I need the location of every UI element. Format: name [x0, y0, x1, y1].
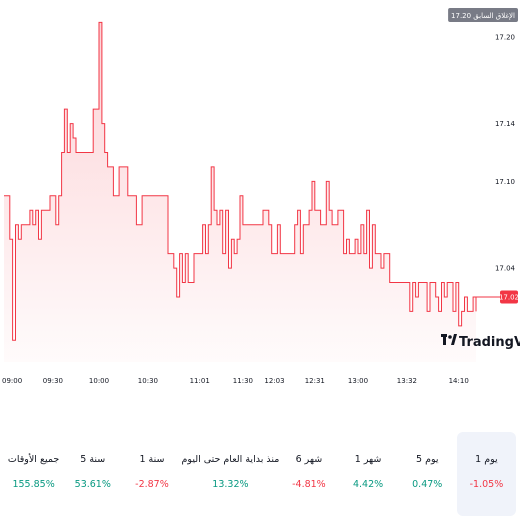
x-tick-label: 11:30: [233, 377, 253, 385]
period-tab[interactable]: جميع الأوقات 155.85%: [4, 432, 63, 516]
y-tick-label: 17.20: [495, 33, 515, 41]
tradingview-logo-icon: [441, 334, 457, 345]
period-label: منذ بداية العام حتى اليوم: [181, 454, 280, 465]
period-tab[interactable]: 5 سنة 53.61%: [63, 432, 122, 516]
period-label: 5 سنة: [80, 454, 106, 465]
period-change: -2.87%: [135, 479, 169, 490]
period-label: 1 يوم: [475, 454, 498, 465]
x-tick-label: 09:00: [2, 377, 22, 385]
period-change: -1.05%: [469, 479, 504, 490]
period-tab[interactable]: 1 شهر 4.42%: [338, 432, 397, 516]
y-tick-label: 17.04: [495, 265, 516, 273]
period-tab[interactable]: 5 يوم 0.47%: [398, 432, 457, 516]
x-tick-label: 10:30: [138, 377, 158, 385]
period-change: 53.61%: [74, 479, 111, 490]
y-axis: 17.20 17.14 17.10 17.04: [495, 33, 516, 272]
price-area: [4, 22, 476, 363]
period-tab[interactable]: 6 شهر -4.81%: [279, 432, 338, 516]
period-change: 13.32%: [212, 479, 249, 490]
x-tick-label: 13:00: [348, 377, 368, 385]
price-area-fill: [4, 22, 476, 363]
price-line: [4, 21, 477, 341]
y-tick-label: 17.14: [495, 120, 516, 128]
prev-close-badge: 17.20 الإغلاق السابق: [448, 8, 518, 22]
period-label: جميع الأوقات: [7, 454, 60, 465]
period-change: 0.47%: [412, 479, 443, 490]
x-axis: 09:00 09:30 10:00 10:30 11:01 11:30 12:03 12:31…: [2, 377, 469, 385]
period-label: 5 يوم: [415, 454, 439, 465]
price-chart[interactable]: 17.20 17.14 17.10 17.04 09:00 09:30 10:00 10:3…: [0, 0, 520, 395]
x-tick-label: 09:30: [43, 377, 63, 385]
last-price-badge: 17.02: [474, 290, 519, 304]
prev-close-badge-text: 17.20 الإغلاق السابق: [451, 12, 515, 20]
period-change: 4.42%: [352, 479, 384, 490]
period-change: -4.81%: [292, 479, 326, 490]
period-label: 6 شهر: [295, 454, 323, 465]
period-tab[interactable]: 1 سنة -2.87%: [122, 432, 181, 516]
x-tick-label: 13:32: [397, 377, 417, 385]
period-label: 1 سنة: [139, 454, 165, 465]
period-label: 1 شهر: [354, 454, 382, 465]
x-tick-label: 11:01: [190, 377, 210, 385]
y-tick-label: 17.10: [495, 178, 515, 186]
performance-periods: 1 يوم -1.05% 5 يوم 0.47% 1 شهر 4.42% 6 شهر -4.8…: [4, 432, 516, 516]
x-tick-label: 14:10: [449, 377, 469, 385]
x-tick-label: 12:03: [264, 377, 284, 385]
price-line-layer: [4, 21, 477, 341]
period-tab[interactable]: 1 يوم -1.05%: [456, 432, 516, 516]
last-price-value: 17.02: [499, 294, 519, 302]
tradingview-logo-text: TradingView: [459, 335, 520, 350]
x-tick-label: 12:31: [305, 377, 325, 385]
tradingview-logo: TradingView: [441, 334, 520, 350]
period-change: 155.85%: [12, 479, 55, 490]
period-tab[interactable]: منذ بداية العام حتى اليوم 13.32%: [182, 432, 280, 516]
x-tick-label: 10:00: [89, 377, 109, 385]
